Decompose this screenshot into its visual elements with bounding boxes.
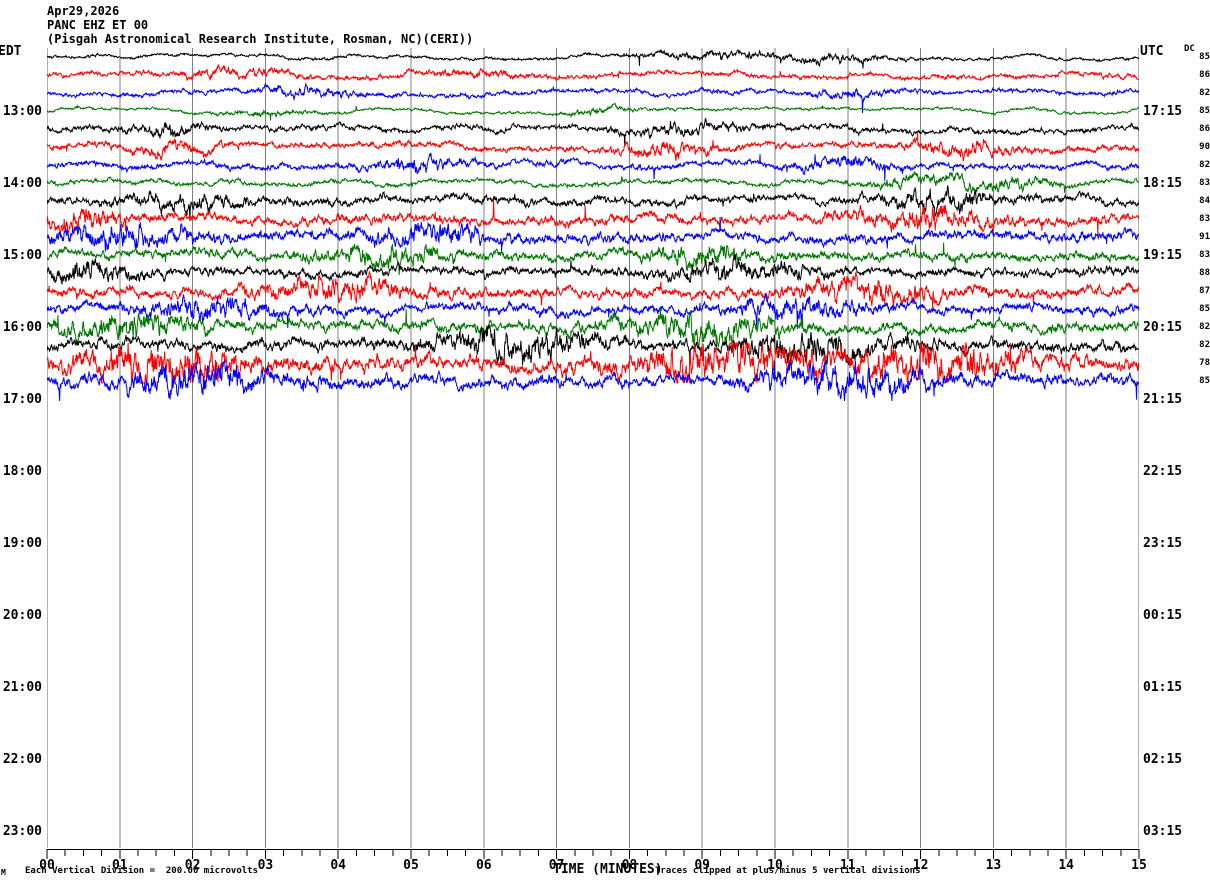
dc-value: 90 <box>1199 142 1210 152</box>
dc-value: 91 <box>1199 232 1210 242</box>
left-hour-tick-1500: 15:00 <box>2 248 42 263</box>
dc-value: 85 <box>1199 304 1210 314</box>
dc-value: 83 <box>1199 250 1210 260</box>
trace-line <box>47 82 1139 114</box>
dc-value: 87 <box>1199 286 1210 296</box>
right-hour-tick-1715: 17:15 <box>1143 104 1183 119</box>
trace-line <box>47 132 1139 162</box>
right-hour-tick-2215: 22:15 <box>1143 464 1183 479</box>
dc-value: 82 <box>1199 340 1210 350</box>
trace-line <box>47 117 1139 147</box>
trace-line <box>47 254 1139 285</box>
plot-header: Apr29,2026 PANC EHZ ET 00 (Pisgah Astron… <box>47 4 473 46</box>
trace-line <box>47 152 1139 181</box>
x-axis-ruler <box>46 849 1140 859</box>
trace-line <box>47 64 1139 83</box>
scale-note-stub: M <box>1 868 6 877</box>
trace-line <box>47 102 1139 121</box>
x-tick-label-09: 09 <box>694 858 711 873</box>
x-tick-label-06: 06 <box>475 858 492 873</box>
dc-value: 78 <box>1199 358 1210 368</box>
left-hour-tick-1400: 14:00 <box>2 176 42 191</box>
dc-value: 82 <box>1199 322 1210 332</box>
trace-line <box>47 198 1139 237</box>
x-tick-label-07: 07 <box>548 858 565 873</box>
left-hour-tick-1800: 18:00 <box>2 464 42 479</box>
right-hour-tick-0315: 03:15 <box>1143 824 1183 839</box>
x-tick-label-14: 14 <box>1058 858 1075 873</box>
left-hour-tick-1300: 13:00 <box>2 104 42 119</box>
x-tick-label-01: 01 <box>111 858 128 873</box>
left-hour-tick-2000: 20:00 <box>2 608 42 623</box>
dc-value: 88 <box>1199 268 1210 278</box>
right-hour-tick-2115: 21:15 <box>1143 392 1183 407</box>
dc-value: 84 <box>1199 196 1210 206</box>
dc-value: 82 <box>1199 88 1210 98</box>
trace-line <box>47 49 1139 69</box>
dc-value: 85 <box>1199 106 1210 116</box>
x-tick-label-04: 04 <box>330 858 347 873</box>
x-tick-label-12: 12 <box>912 858 929 873</box>
right-hour-tick-1915: 19:15 <box>1143 248 1183 263</box>
x-tick-label-11: 11 <box>839 858 856 873</box>
trace-line <box>47 293 1139 330</box>
right-hour-tick-2015: 20:15 <box>1143 320 1183 335</box>
left-hour-tick-2100: 21:00 <box>2 680 42 695</box>
left-timezone-label: EDT <box>0 44 22 59</box>
x-tick-label-00: 00 <box>39 858 55 873</box>
left-hour-tick-2300: 23:00 <box>2 824 42 839</box>
dc-value: 83 <box>1199 214 1210 224</box>
x-axis: 00 01 02 03 04 05 06 07 08 09 10 11 12 13 14 15 <box>0 848 1210 886</box>
right-hour-tick-0215: 02:15 <box>1143 752 1183 767</box>
dc-value: 82 <box>1199 160 1210 170</box>
trace-line <box>47 171 1139 194</box>
left-hour-tick-1900: 19:00 <box>2 536 42 551</box>
trace-line <box>47 359 1139 402</box>
x-axis-title: TIME (MINUTES) <box>553 862 663 877</box>
header-station: PANC EHZ ET 00 <box>47 18 149 32</box>
right-hour-tick-1815: 18:15 <box>1143 176 1183 191</box>
dc-value: 85 <box>1199 376 1210 386</box>
header-date: Apr29,2026 <box>47 4 120 18</box>
x-tick-label-10: 10 <box>767 858 783 873</box>
x-tick-label-02: 02 <box>184 858 201 873</box>
right-hour-tick-2315: 23:15 <box>1143 536 1183 551</box>
left-hour-tick-1700: 17:00 <box>2 392 42 407</box>
clipping-note: Traces clipped at plus/minus 5 vertical … <box>655 866 921 876</box>
trace-line <box>47 242 1139 276</box>
dc-value: 86 <box>1199 70 1210 80</box>
vertical-division-note: Each Vertical Division = 200.00 microvol… <box>25 866 258 876</box>
trace-line <box>47 216 1139 252</box>
dc-value: 85 <box>1199 52 1210 62</box>
right-timezone-label: UTC <box>1140 44 1164 59</box>
trace-line <box>47 270 1139 311</box>
x-tick-label-13: 13 <box>985 858 1002 873</box>
left-hour-tick-1600: 16:00 <box>2 320 42 335</box>
dc-value: 86 <box>1199 124 1210 134</box>
x-tick-label-08: 08 <box>621 858 638 873</box>
seismogram-svg <box>47 48 1139 848</box>
dc-value: 83 <box>1199 178 1210 188</box>
left-hour-tick-2200: 22:00 <box>2 752 42 767</box>
trace-line <box>47 341 1139 385</box>
dc-column-header: DC <box>1184 44 1195 54</box>
trace-line <box>47 324 1139 366</box>
right-hour-tick-0015: 00:15 <box>1143 608 1183 623</box>
x-tick-label-03: 03 <box>257 858 274 873</box>
x-tick-label-15: 15 <box>1131 858 1147 873</box>
x-tick-label-05: 05 <box>403 858 419 873</box>
seismogram-canvas <box>47 48 1139 848</box>
header-location: (Pisgah Astronomical Research Institute,… <box>47 32 474 46</box>
trace-line <box>47 306 1139 348</box>
trace-line <box>47 185 1139 222</box>
right-hour-tick-0115: 01:15 <box>1143 680 1183 695</box>
